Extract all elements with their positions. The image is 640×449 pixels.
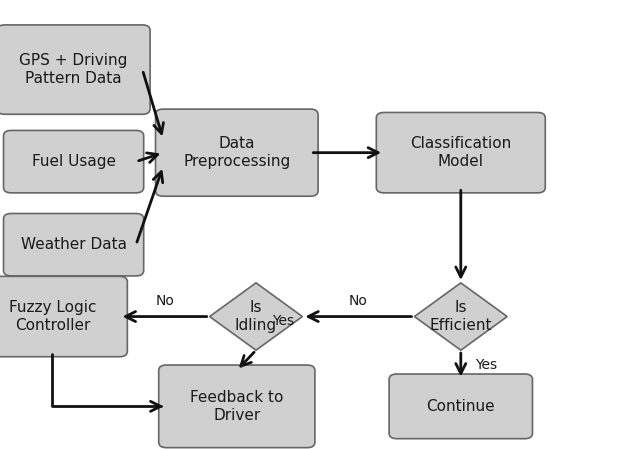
Text: Yes: Yes [272,314,294,328]
Text: No: No [349,294,368,308]
Text: Feedback to
Driver: Feedback to Driver [190,390,284,423]
Text: Classification
Model: Classification Model [410,136,511,169]
Text: GPS + Driving
Pattern Data: GPS + Driving Pattern Data [19,53,128,86]
FancyBboxPatch shape [389,374,532,439]
Text: Yes: Yes [476,358,497,372]
Polygon shape [210,283,303,350]
FancyBboxPatch shape [156,109,318,196]
Text: Is
Idling: Is Idling [235,300,277,333]
Text: Is
Efficient: Is Efficient [429,300,492,333]
Text: Weather Data: Weather Data [20,237,127,252]
FancyBboxPatch shape [159,365,315,448]
Text: Fuzzy Logic
Controller: Fuzzy Logic Controller [9,300,96,333]
FancyBboxPatch shape [4,131,144,193]
FancyBboxPatch shape [376,112,545,193]
FancyBboxPatch shape [0,25,150,114]
Text: Continue: Continue [426,399,495,414]
Polygon shape [415,283,507,350]
Text: No: No [156,294,174,308]
Text: Fuel Usage: Fuel Usage [31,154,116,169]
FancyBboxPatch shape [0,277,127,357]
Text: Data
Preprocessing: Data Preprocessing [183,136,291,169]
FancyBboxPatch shape [4,214,144,276]
